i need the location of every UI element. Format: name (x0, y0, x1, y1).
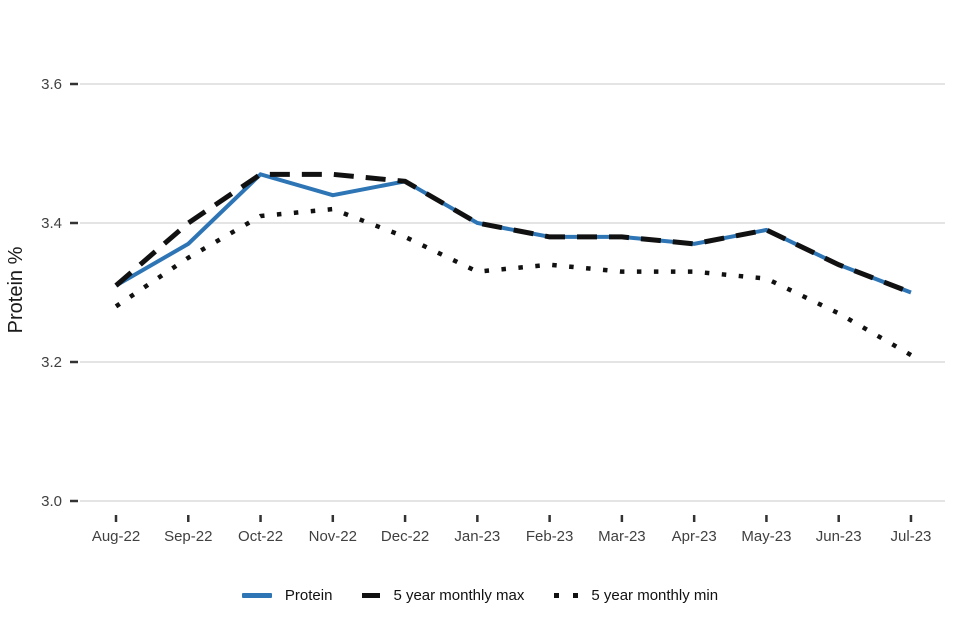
chart-legend: Protein 5 year monthly max 5 year monthl… (0, 587, 960, 604)
protein-solid-line-swatch (241, 593, 272, 598)
x-tick-label: Sep-22 (164, 528, 212, 545)
y-tick-label: 3.2 (41, 354, 62, 371)
y-tick-label: 3.4 (41, 215, 62, 232)
legend-item-protein: Protein (241, 587, 333, 604)
x-tick-label: Mar-23 (598, 528, 646, 545)
legend-item-min: 5 year monthly min (554, 587, 718, 604)
x-tick-label: Jan-23 (454, 528, 500, 545)
y-tick-label: 3.0 (41, 493, 62, 510)
x-tick-label: Apr-23 (672, 528, 717, 545)
max-dashed-line-swatch (362, 593, 381, 598)
legend-label-protein: Protein (284, 587, 333, 604)
legend-label-max: 5 year monthly max (393, 587, 525, 604)
series-line-dashed (114, 171, 912, 295)
x-tick-label: Aug-22 (92, 528, 140, 545)
x-tick-label: Nov-22 (309, 528, 357, 545)
legend-label-min: 5 year monthly min (591, 587, 719, 604)
protein-line-chart: 3.0 3.2 3.4 3.6 Aug-22 Sep-22 Oct-22 Nov-22 Dec-… (5, 76, 945, 545)
x-tick-label: Feb-23 (526, 528, 574, 545)
x-tick-label: Jul-23 (891, 528, 932, 545)
series-line-solid (115, 172, 912, 295)
y-axis-title: Protein % (5, 246, 27, 333)
min-dotted-line-swatch (554, 593, 579, 598)
x-tick-label: May-23 (741, 528, 791, 545)
x-tick-label: Jun-23 (816, 528, 862, 545)
legend-item-max: 5 year monthly max (362, 587, 524, 604)
y-tick-label: 3.6 (41, 76, 62, 93)
chart-canvas: 3.0 3.2 3.4 3.6 Aug-22 Sep-22 Oct-22 Nov-22 Dec-… (5, 76, 945, 545)
series-line-dotted (114, 206, 913, 357)
x-tick-label: Oct-22 (238, 528, 283, 545)
x-tick-label: Dec-22 (381, 528, 429, 545)
